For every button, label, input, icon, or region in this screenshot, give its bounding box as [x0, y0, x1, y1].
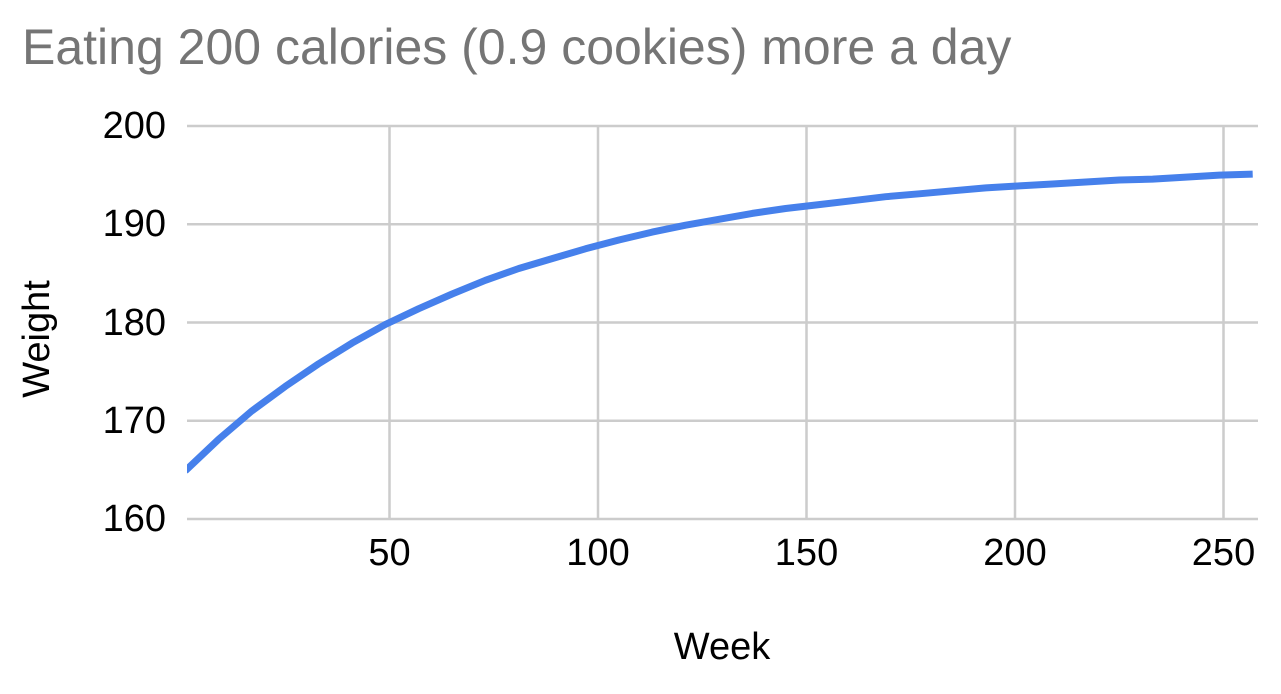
y-axis-title: Weight: [16, 280, 58, 398]
x-axis-title: Week: [673, 626, 771, 668]
y-tick-label: 200: [102, 105, 166, 147]
weight-series-group: [187, 170, 1253, 474]
y-tick-label: 160: [102, 498, 166, 540]
chart-title: Eating 200 calories (0.9 cookies) more a…: [22, 19, 1012, 75]
y-tick-label: 180: [102, 301, 166, 344]
gridlines: [187, 124, 1258, 521]
y-tick-label: 170: [102, 399, 166, 442]
x-tick-label: 50: [368, 532, 411, 574]
x-tick-label: 100: [566, 532, 630, 574]
x-tick-label: 200: [983, 532, 1047, 574]
y-tick-label: 190: [102, 203, 166, 246]
x-tick-label: 250: [1191, 532, 1256, 574]
x-tick-label: 150: [774, 532, 839, 574]
weight-series-line: [187, 170, 1253, 474]
